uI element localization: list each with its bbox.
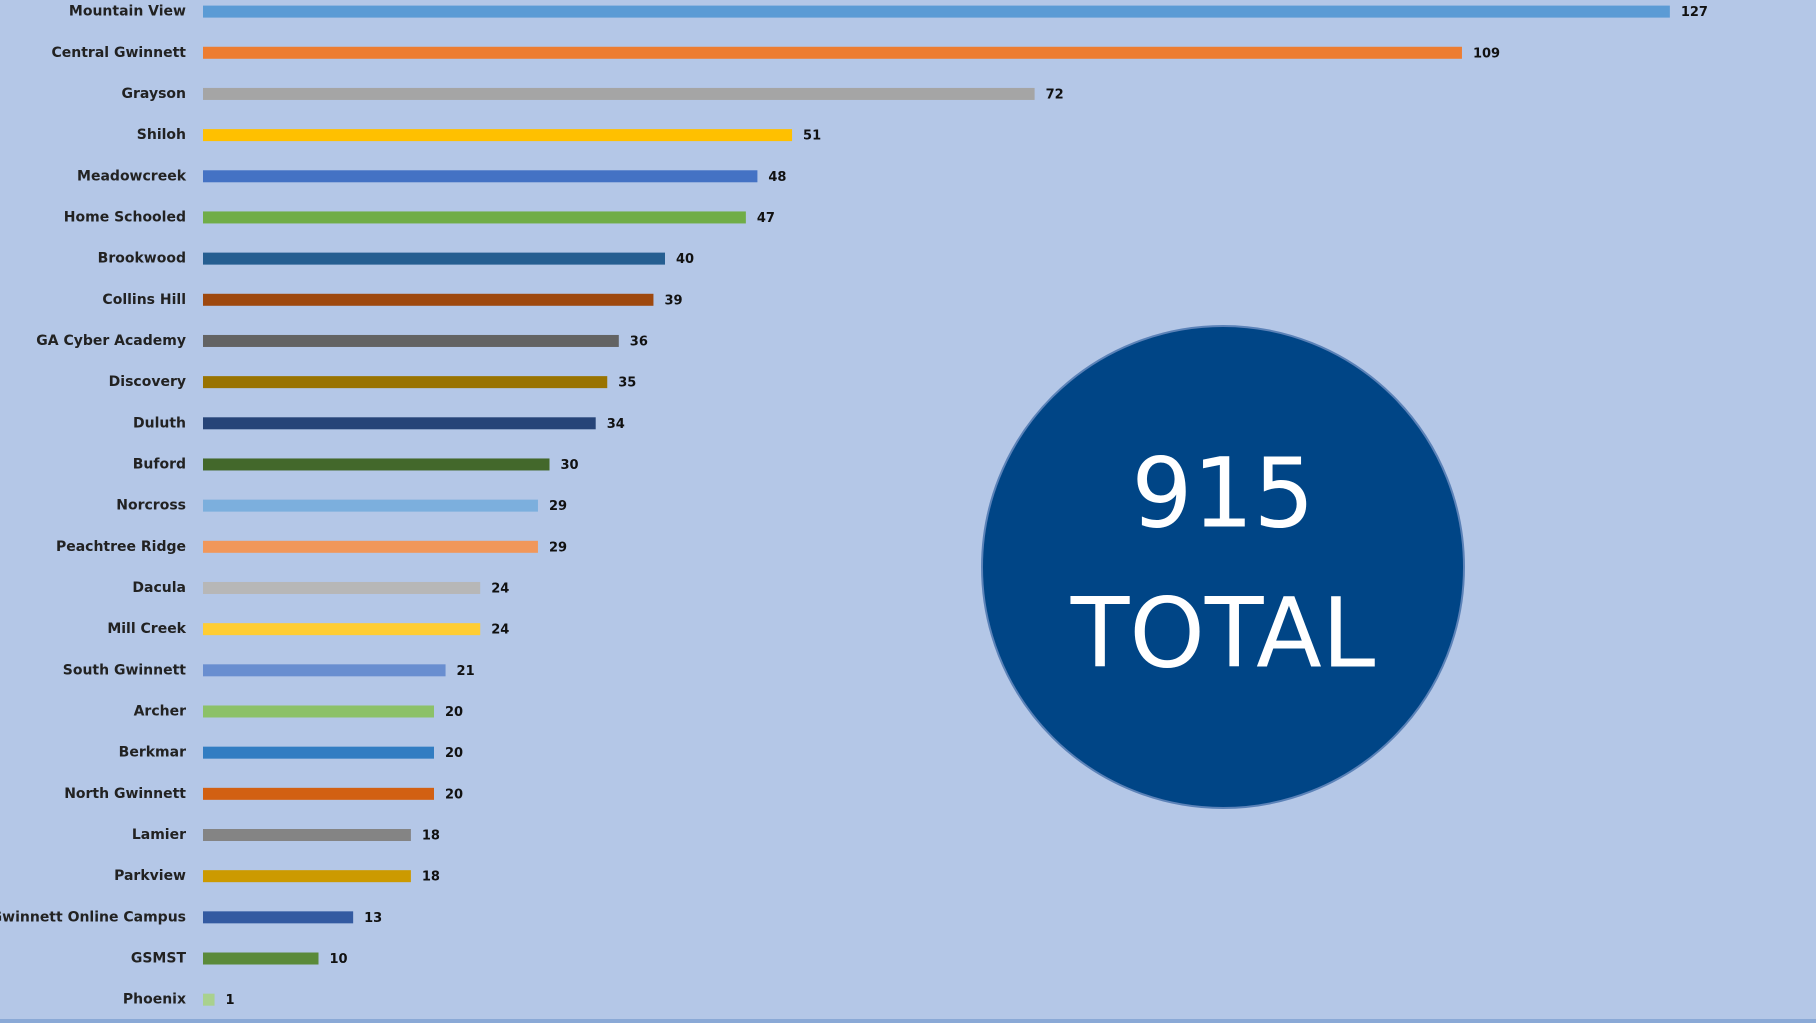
category-label: GA Cyber Academy xyxy=(36,333,186,349)
value-label: 20 xyxy=(445,746,463,761)
value-label: 18 xyxy=(422,829,440,844)
bar xyxy=(203,46,1462,59)
bar xyxy=(203,829,411,841)
total-label: TOTAL xyxy=(1070,577,1376,689)
value-label: 36 xyxy=(630,334,648,349)
bar xyxy=(203,458,550,471)
value-label: 21 xyxy=(457,664,475,679)
category-label: Norcross xyxy=(116,498,186,514)
bar xyxy=(203,746,434,759)
category-label: Mill Creek xyxy=(107,621,186,637)
bar xyxy=(203,334,619,347)
category-label: North Gwinnett xyxy=(64,786,186,802)
value-label: 51 xyxy=(803,129,821,144)
category-label: Discovery xyxy=(109,374,186,390)
category-label: GSMST xyxy=(131,951,187,967)
total-circle xyxy=(981,325,1465,809)
bar xyxy=(203,87,1035,100)
category-label: Dacula xyxy=(132,580,186,596)
bar xyxy=(203,5,1670,18)
value-label: 13 xyxy=(364,911,382,926)
bar xyxy=(203,417,596,430)
category-label: Grayson xyxy=(122,86,186,102)
bar xyxy=(203,499,538,512)
value-label: 1 xyxy=(226,993,235,1008)
bar xyxy=(203,705,434,718)
bar xyxy=(203,170,758,183)
value-label: 10 xyxy=(330,952,348,967)
category-label: Phoenix xyxy=(123,992,186,1008)
value-label: 24 xyxy=(491,581,509,596)
value-label: 127 xyxy=(1681,5,1708,20)
value-label: 47 xyxy=(757,211,775,226)
category-label: Meadowcreek xyxy=(77,168,187,184)
category-label: South Gwinnett xyxy=(63,662,187,678)
category-label: Parkview xyxy=(114,868,186,884)
bar xyxy=(203,623,481,636)
category-label: Brookwood xyxy=(98,251,186,267)
category-label: Berkmar xyxy=(119,745,186,761)
bar xyxy=(203,581,481,594)
bar xyxy=(203,540,538,553)
category-label: Lamier xyxy=(132,827,186,843)
bar xyxy=(203,293,654,306)
bar xyxy=(203,376,608,389)
category-label: Gwinnett Online Campus xyxy=(0,909,186,925)
value-label: 29 xyxy=(549,540,567,555)
value-label: 29 xyxy=(549,499,567,514)
bar xyxy=(203,952,319,965)
category-label: Buford xyxy=(133,456,186,472)
category-label: Home Schooled xyxy=(64,209,186,225)
value-label: 30 xyxy=(561,458,579,473)
bar xyxy=(203,211,746,224)
category-label: Duluth xyxy=(133,415,186,431)
bar xyxy=(203,787,434,800)
bar xyxy=(203,911,354,924)
value-label: 34 xyxy=(607,417,625,432)
category-label: Collins Hill xyxy=(102,292,186,308)
bar xyxy=(203,870,411,883)
value-label: 20 xyxy=(445,705,463,720)
category-label: Shiloh xyxy=(137,127,186,143)
value-label: 72 xyxy=(1046,87,1064,102)
category-label: Peachtree Ridge xyxy=(56,539,186,555)
value-label: 24 xyxy=(491,623,509,638)
value-label: 18 xyxy=(422,870,440,885)
category-label: Central Gwinnett xyxy=(52,45,187,61)
value-label: 109 xyxy=(1473,46,1500,61)
bar xyxy=(203,664,446,677)
value-label: 35 xyxy=(618,376,636,391)
bar xyxy=(203,993,215,1006)
value-label: 20 xyxy=(445,787,463,802)
value-label: 48 xyxy=(768,170,786,185)
category-label: Archer xyxy=(134,703,187,719)
bar xyxy=(203,129,793,142)
bottom-border xyxy=(0,1019,1816,1023)
value-label: 39 xyxy=(664,293,682,308)
category-label: Mountain View xyxy=(69,4,186,20)
value-label: 40 xyxy=(676,252,694,267)
total-value: 915 xyxy=(1131,437,1314,549)
bar xyxy=(203,252,665,265)
